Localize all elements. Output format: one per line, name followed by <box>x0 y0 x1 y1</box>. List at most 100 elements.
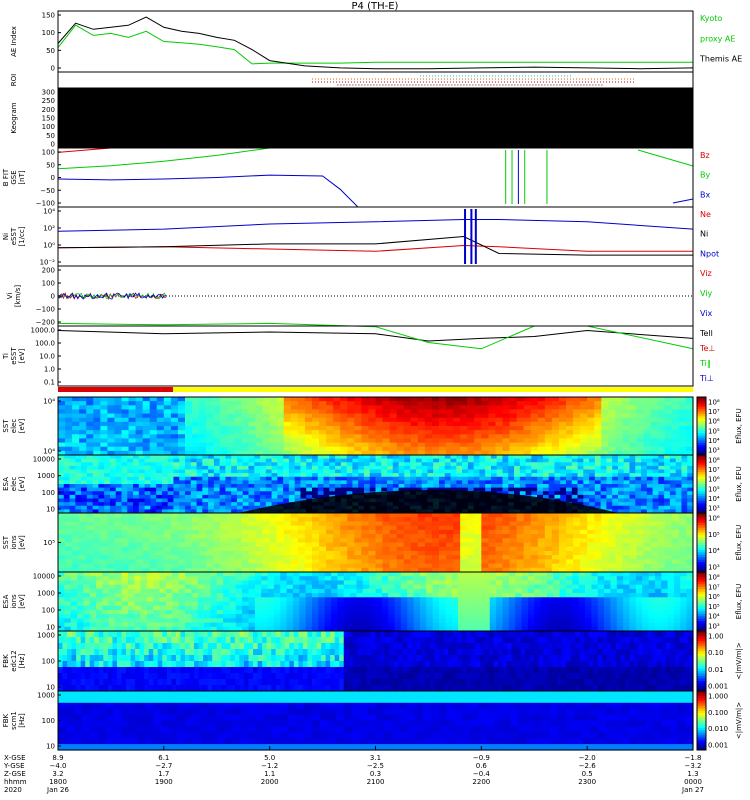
ni-series-group <box>57 219 694 256</box>
ytick-fbk_e-0: 1000 <box>37 632 55 640</box>
ytick-vi-0: 200 <box>42 267 55 275</box>
series-tell <box>57 329 694 342</box>
ylabel-ni-1: eSST <box>10 227 18 245</box>
colorbar-tick-sst_e-0: 10⁸ <box>708 399 720 407</box>
ytick-vi-1: 100 <box>42 280 55 288</box>
ytick-ae-1: 100 <box>42 29 55 37</box>
ytick-ti-4: 0.1 <box>44 379 55 387</box>
ytick-bfit-2: 0 <box>51 174 55 182</box>
ylabel-fbk_b-1: scm1 <box>10 711 18 730</box>
xtick-label-3-3: 2100 <box>367 778 385 786</box>
colorbar-tick-fbk_e-1: 0.10 <box>708 649 724 657</box>
ytick-bfit-4: −100 <box>36 200 55 208</box>
colorbar-esa_e <box>696 454 707 514</box>
xtick-label-1-1: −2.7 <box>155 762 172 770</box>
ylabel-bfit-1: GSE <box>10 170 18 184</box>
ytick-ni-2: 10⁰ <box>43 242 55 250</box>
ytick-vi-2: 0 <box>51 293 55 301</box>
colorbar-tick-fbk_b-3: 0.001 <box>708 742 728 750</box>
ytick-fbk_b-1: 100 <box>42 717 55 725</box>
xtick-label-5-2: 0.5 <box>582 770 593 778</box>
ylabel-sst_i-1: ions <box>10 535 18 550</box>
xtick-label-2-2: 1.1 <box>264 770 275 778</box>
ylabel-fbk_b-2: [Hz] <box>18 713 26 728</box>
xtick-label-5-1: −2.6 <box>579 762 597 770</box>
ytick-esa_i-3: 10 <box>46 624 55 632</box>
ytick-fbk_e-1: 100 <box>42 658 55 666</box>
xtick-label-4-0: −0.9 <box>473 754 490 762</box>
colorbar-label-esa_e: Eflux, EFU <box>735 466 743 501</box>
bfit-by-end <box>637 149 694 167</box>
sst_e-spectrogram <box>58 397 694 456</box>
series-ne <box>57 244 693 252</box>
ytick-ae-3: 0 <box>51 65 55 73</box>
ylabel-ti-1: eSST <box>10 347 18 365</box>
xtick-label-1-2: 1.7 <box>158 770 169 778</box>
legend-vi-1: Viy <box>700 289 713 298</box>
ylabel-ti-0: Ti <box>2 353 10 360</box>
xaxis-row-label-1: Y-GSE <box>3 762 25 770</box>
series-bz <box>57 147 111 153</box>
ytick-sst_e-0: 10⁴ <box>43 398 55 406</box>
legend-vi-2: Vix <box>700 309 713 318</box>
ytick-vi-3: −100 <box>36 306 55 314</box>
ytick-ti-0: 1000.0 <box>31 327 56 335</box>
colorbar-tick-esa_i-2: 10⁶ <box>708 593 720 601</box>
ylabel-ti-2: [eV] <box>18 348 26 363</box>
colorbar-frame <box>696 690 707 751</box>
xtick-label-2-3: 2000 <box>261 778 279 786</box>
ylabel-esa_e-1: elec <box>10 477 18 492</box>
xtick-label-5-0: −2.0 <box>579 754 596 762</box>
colorbar-tick-esa_e-1: 10⁷ <box>708 466 720 474</box>
mode-bar-slow <box>58 387 173 392</box>
colorbar-tick-fbk_b-2: 0.010 <box>708 725 728 733</box>
ylabel-esa_i-2: [eV] <box>18 594 26 609</box>
xtick-label-3-0: 3.1 <box>370 754 381 762</box>
series-ti- <box>57 322 694 350</box>
colorbar-tick-esa_i-3: 10⁵ <box>708 603 720 611</box>
ytick-esa_e-1: 1000 <box>37 472 55 480</box>
ylabel-fbk_e-2: [Hz] <box>18 654 26 669</box>
xtick-label-0-2: 3.2 <box>52 770 63 778</box>
colorbar-label-fbk_b: <|mV/m|> <box>735 702 743 739</box>
ytick-esa_e-2: 100 <box>42 489 55 497</box>
panel-frame-ae <box>57 10 694 73</box>
xtick-label-6-3: 0000 <box>684 778 702 786</box>
colorbar-tick-fbk_e-2: 0.01 <box>708 666 724 674</box>
ytick-ni-3: 10⁻² <box>40 259 56 267</box>
ytick-bfit-1: 50 <box>46 161 55 169</box>
ytick-ae-0: 150 <box>42 12 55 20</box>
legend-bfit-2: Bx <box>700 190 710 199</box>
xtick-label-0-4: Jan 26 <box>46 786 69 794</box>
ytick-ti-2: 10.0 <box>39 353 55 361</box>
ytick-ti-3: 1.0 <box>44 366 55 374</box>
esa_i-spectrogram <box>58 572 694 632</box>
xtick-label-6-0: −1.8 <box>685 754 702 762</box>
series-ni <box>57 235 693 256</box>
legend-vi-0: Viz <box>700 269 712 278</box>
xtick-label-0-0: 8.9 <box>52 754 63 762</box>
colorbar-tick-sst_i-0: 10⁶ <box>708 515 720 523</box>
xtick-label-3-2: 0.3 <box>370 770 381 778</box>
ytick-keogram-1: 250 <box>42 97 55 105</box>
legend-ae-1: proxy AE <box>700 34 735 43</box>
mode-bar-fast <box>173 387 693 392</box>
legend-bfit-0: Bz <box>700 151 710 160</box>
colorbar-tick-esa_e-3: 10⁵ <box>708 485 720 493</box>
panel-frame-roi <box>57 71 694 89</box>
ytick-keogram-5: 50 <box>46 132 55 140</box>
bfit-bx-end <box>672 198 694 204</box>
ytick-esa_e-3: 10 <box>46 506 55 514</box>
xtick-label-6-4: Jan 27 <box>681 786 704 794</box>
ylabel-esa_i-1: ions <box>10 594 18 609</box>
colorbar-label-esa_i: Eflux, EFU <box>735 584 743 619</box>
ytick-bfit-0: 100 <box>42 149 55 157</box>
legend-ae-0: Kyoto <box>700 14 722 23</box>
ytick-fbk_b-0: 1000 <box>37 692 55 700</box>
colorbar-fbk_e <box>696 630 707 692</box>
colorbar-tick-esa_e-0: 10⁸ <box>708 457 720 465</box>
ylabel-esa_e-2: [eV] <box>18 476 26 491</box>
legend-ti-0: Tell <box>699 329 713 338</box>
colorbar-tick-sst_e-1: 10⁷ <box>708 408 720 416</box>
